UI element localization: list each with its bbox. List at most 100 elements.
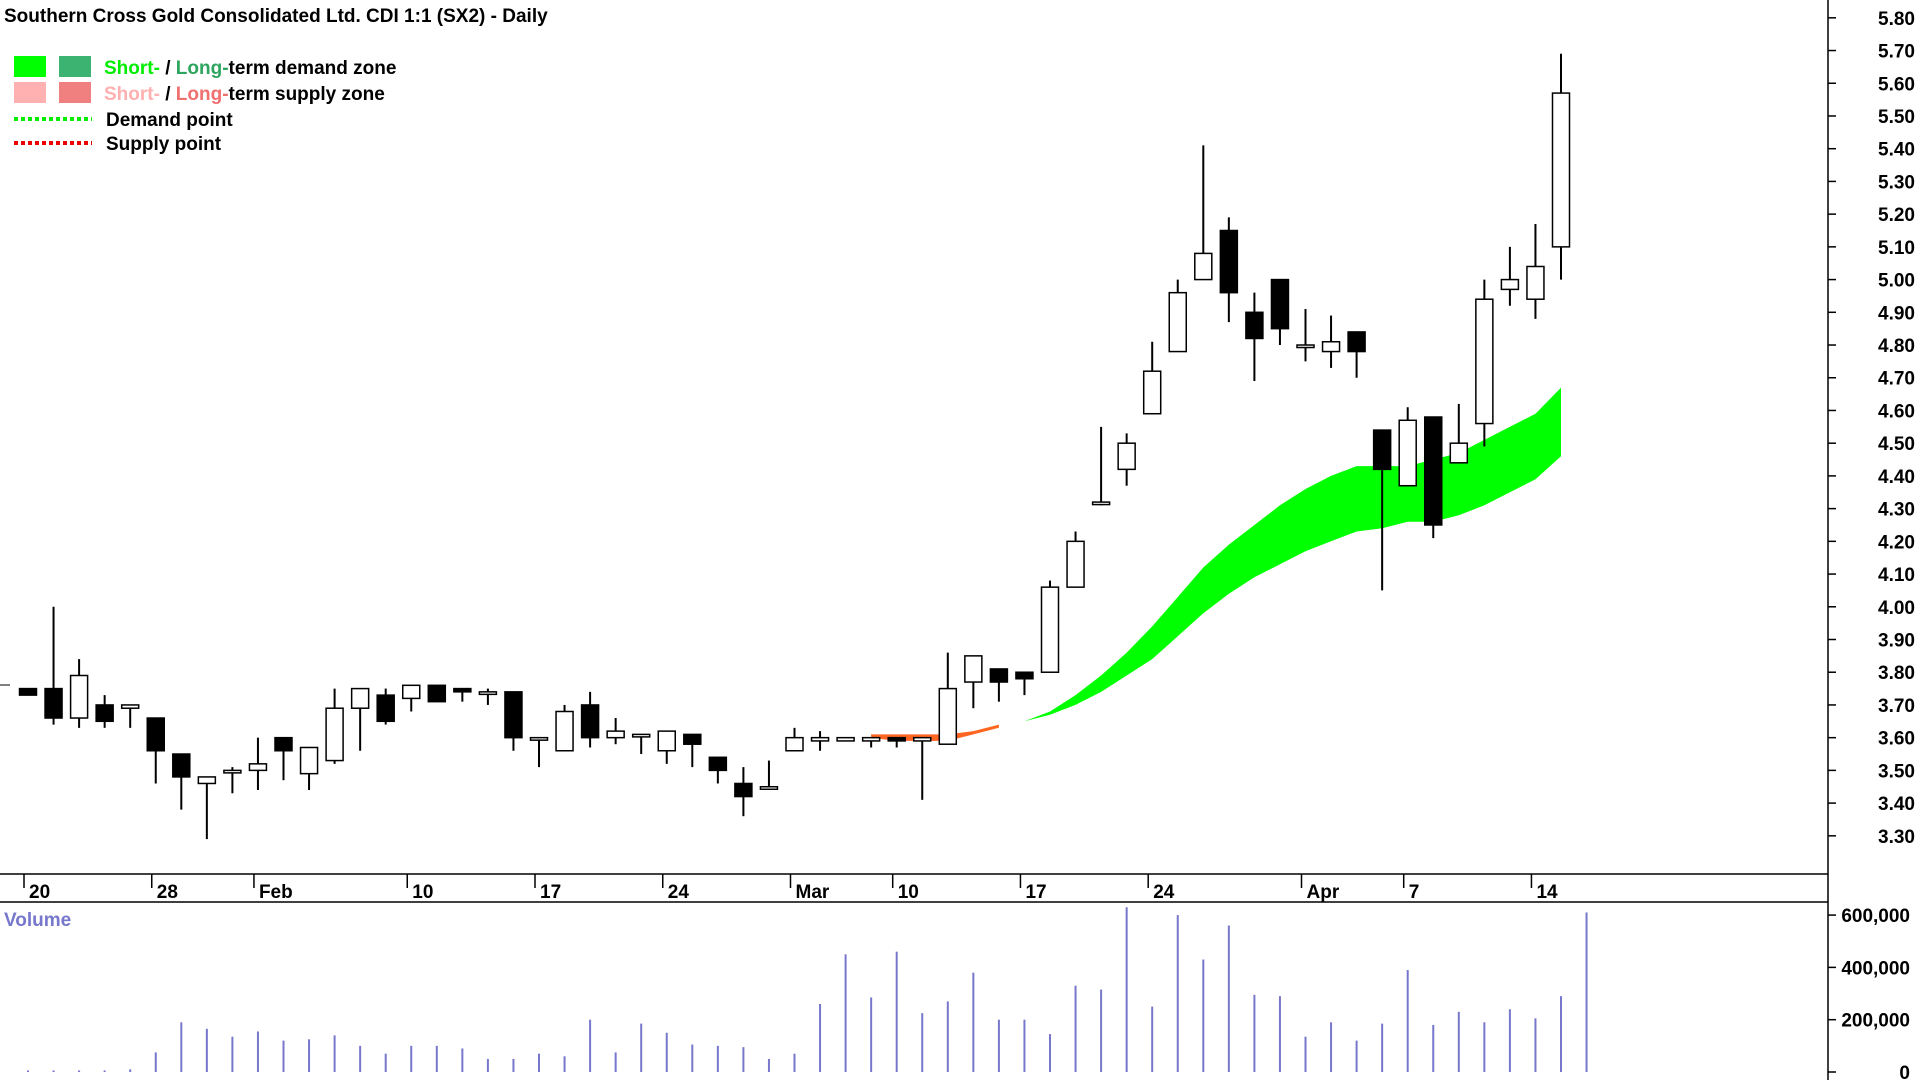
candle-body [759, 785, 779, 790]
candle [120, 704, 140, 728]
date-tick-label: 17 [1025, 882, 1046, 903]
candle-body [1142, 370, 1162, 415]
candle [44, 606, 63, 725]
candle [197, 776, 217, 840]
candle [708, 756, 728, 784]
candle-body [1321, 340, 1341, 353]
price-tick-label: 4.60 [1878, 401, 1915, 422]
volume-bar [103, 1070, 106, 1072]
volume-bar [1534, 1018, 1537, 1072]
candle [606, 718, 625, 745]
candle-body [1168, 291, 1187, 353]
candle-body [18, 687, 38, 696]
volume-bar [308, 1039, 311, 1072]
candle [810, 731, 830, 751]
volume-bar [589, 1019, 592, 1072]
price-tick-label: 3.70 [1878, 696, 1915, 717]
volume-layer [27, 907, 1588, 1072]
volume-bar [640, 1023, 643, 1072]
legend-demand-long-label: Long- [176, 58, 229, 79]
price-tick-label: 5.80 [1878, 9, 1915, 30]
candle-body [146, 717, 165, 752]
date-tick-label: 17 [540, 882, 561, 903]
candle-body [120, 704, 140, 709]
volume-bar [1508, 1009, 1511, 1072]
volume-bar [205, 1028, 208, 1072]
candle [325, 688, 344, 764]
volume-bar [154, 1052, 157, 1072]
volume-bar [1202, 959, 1205, 1072]
candle-body [861, 736, 881, 742]
volume-bar [1560, 996, 1562, 1072]
price-tick-label: 4.20 [1878, 532, 1915, 553]
candle [172, 753, 191, 810]
volume-bar [1585, 912, 1588, 1072]
legend-supply-rest: term supply zone [229, 84, 385, 105]
candle [427, 684, 447, 703]
volume-bar [614, 1052, 617, 1072]
legend-demand-short-label: Short- [104, 58, 160, 79]
candle [1296, 309, 1315, 362]
candle-body [836, 736, 855, 742]
date-tick-label: Mar [796, 882, 830, 903]
candle [1551, 53, 1571, 280]
legend-supply-short-label: Short- [104, 84, 160, 105]
candle [1091, 426, 1111, 506]
candle-body [402, 684, 421, 700]
candle [580, 691, 600, 748]
candle [376, 688, 395, 725]
candle-body [1270, 278, 1290, 330]
candle-body [606, 730, 625, 739]
price-tick-label: 3.50 [1878, 761, 1915, 782]
candle [1347, 331, 1366, 378]
candle [95, 695, 114, 728]
candle [299, 746, 319, 791]
candle-body [1296, 344, 1315, 349]
legend-supply-zone-label: Short- / Long-term supply zone [104, 84, 385, 105]
candle [555, 704, 574, 752]
volume-bar [997, 1019, 1000, 1072]
price-tick-label: 4.50 [1878, 434, 1915, 455]
candle [1500, 246, 1520, 306]
volume-bar [819, 1004, 822, 1072]
date-axis: 20 28 Feb 10 17 24 Mar 10 17 24 Apr 7 14 [23, 874, 1558, 903]
candle-body [453, 687, 472, 693]
volume-tick-label: 0 [1899, 1063, 1910, 1080]
candle-body [376, 694, 395, 723]
volume-panel-label: Volume [4, 910, 71, 931]
price-tick-label: 4.80 [1878, 336, 1915, 357]
candle-body [989, 668, 1009, 683]
volume-bar [359, 1045, 362, 1072]
volume-bar [435, 1045, 438, 1072]
candles-layer [18, 53, 1571, 840]
candle [69, 659, 89, 728]
candle [504, 691, 523, 751]
candle [1066, 531, 1085, 588]
candle [887, 736, 906, 748]
volume-bar [27, 1070, 29, 1072]
volume-bar [461, 1048, 464, 1072]
candle-body [683, 733, 702, 745]
legend-supply-long-swatch [59, 82, 91, 103]
date-tick-label: Feb [259, 882, 293, 903]
candle-body [631, 733, 651, 738]
candle-body [427, 684, 447, 703]
candle [759, 760, 779, 790]
candle-body [44, 687, 63, 719]
candle-body [1245, 311, 1264, 340]
price-tick-label: 3.40 [1878, 794, 1915, 815]
candle-body [529, 736, 549, 741]
candle [146, 717, 165, 784]
volume-bar [1330, 1022, 1333, 1072]
candle [1194, 145, 1213, 281]
candle-body [504, 691, 523, 739]
volume-bar [716, 1045, 719, 1072]
candle [1040, 580, 1060, 673]
candle-body [478, 691, 498, 696]
candle [1449, 403, 1469, 464]
price-tick-label: 5.00 [1878, 271, 1915, 292]
candle [861, 736, 881, 748]
volume-bar [1125, 907, 1128, 1072]
price-tick-label: 3.90 [1878, 631, 1915, 652]
